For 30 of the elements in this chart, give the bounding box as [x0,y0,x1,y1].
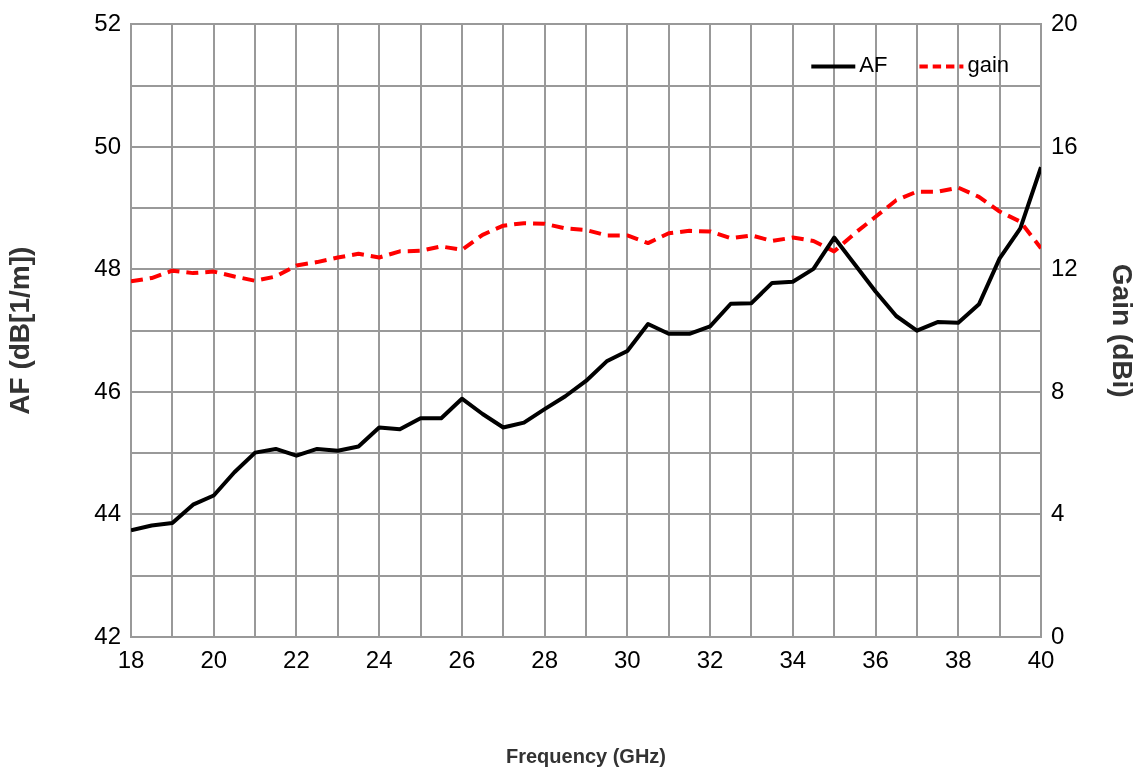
x-tick-label: 30 [614,646,641,674]
y-tick-label: 52 [94,9,121,37]
x-tick-label: 20 [200,646,228,674]
y-tick-label: 42 [94,621,121,649]
x-tick-label: 28 [531,646,558,674]
y-tick-label: 44 [94,499,121,527]
y2-axis-title: Gain (dBi) [1107,263,1139,398]
x-axis-title: Frequency (GHz) [505,744,667,767]
x-tick-label: 32 [696,646,724,674]
x-tick-label: 26 [448,646,476,674]
y2-tick-label: 0 [1051,621,1065,649]
x-tick-label: 18 [117,646,145,674]
y2-tick-label: 12 [1051,254,1078,282]
y-axis-title: AF (dB[1/m]) [3,246,35,415]
y-tick-label: 48 [94,254,121,282]
x-tick-label: 38 [944,646,972,674]
y2-tick-label: 4 [1051,499,1065,527]
y2-tick-label: 16 [1051,131,1078,159]
legend-label: AF [859,52,888,78]
y-tick-label: 50 [94,131,121,159]
line-series [131,185,1041,284]
y2-tick-label: 8 [1051,376,1065,404]
y-tick-label: 46 [94,376,121,404]
x-tick-label: 36 [862,646,889,674]
x-tick-label: 24 [365,646,393,674]
x-tick-label: 40 [1027,646,1055,674]
legend-label: gain [967,52,1009,78]
y2-tick-label: 20 [1051,9,1078,37]
x-tick-label: 22 [283,646,310,674]
x-tick-label: 34 [779,646,807,674]
